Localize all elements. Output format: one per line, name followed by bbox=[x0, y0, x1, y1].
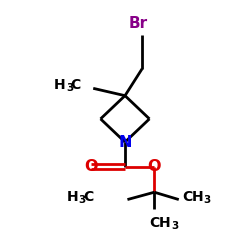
Text: H: H bbox=[159, 216, 170, 230]
Text: 3: 3 bbox=[66, 83, 73, 93]
Text: H: H bbox=[54, 78, 66, 92]
Text: C: C bbox=[83, 190, 93, 204]
Text: N: N bbox=[118, 134, 132, 150]
Text: O: O bbox=[148, 159, 161, 174]
Text: 3: 3 bbox=[204, 195, 211, 205]
Text: O: O bbox=[84, 159, 98, 174]
Text: H: H bbox=[66, 190, 78, 204]
Text: H: H bbox=[192, 190, 204, 204]
Text: C: C bbox=[149, 216, 160, 230]
Text: 3: 3 bbox=[78, 195, 85, 205]
Text: C: C bbox=[182, 190, 193, 204]
Text: C: C bbox=[71, 78, 81, 92]
Text: 3: 3 bbox=[172, 221, 179, 231]
Text: Br: Br bbox=[129, 16, 148, 31]
